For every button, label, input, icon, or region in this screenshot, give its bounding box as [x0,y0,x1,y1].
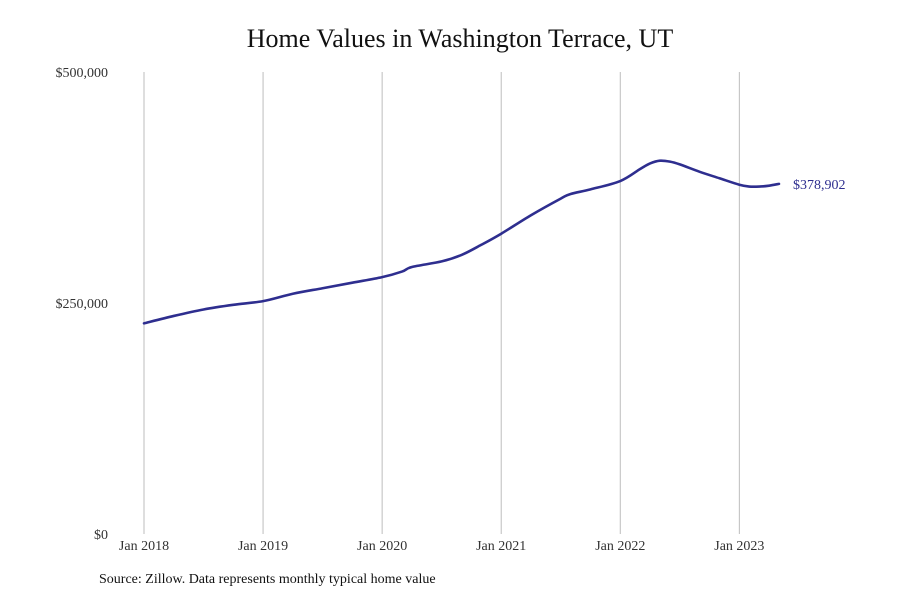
y-axis: $0 $250,000 $500,000 [56,66,109,543]
x-tick-label: Jan 2018 [119,539,169,554]
y-tick-label: $500,000 [56,66,109,81]
x-axis: Jan 2018 Jan 2019 Jan 2020 Jan 2021 Jan 2022… [119,539,765,554]
series-line [142,159,781,325]
x-tick-label: Jan 2020 [357,539,407,554]
y-tick-label: $0 [94,528,108,543]
x-tick-label: Jan 2021 [476,539,526,554]
y-tick-label: $250,000 [56,297,109,312]
x-tick-label: Jan 2023 [714,539,764,554]
grid-lines [143,72,740,534]
end-value-label: $378,902 [793,178,846,193]
x-tick-label: Jan 2019 [238,539,288,554]
x-tick-label: Jan 2022 [595,539,645,554]
chart-title: Home Values in Washington Terrace, UT [246,24,674,53]
source-note: Source: Zillow. Data represents monthly … [99,572,436,587]
series-group [142,159,781,325]
end-value-label-group: $378,902 [793,178,846,193]
